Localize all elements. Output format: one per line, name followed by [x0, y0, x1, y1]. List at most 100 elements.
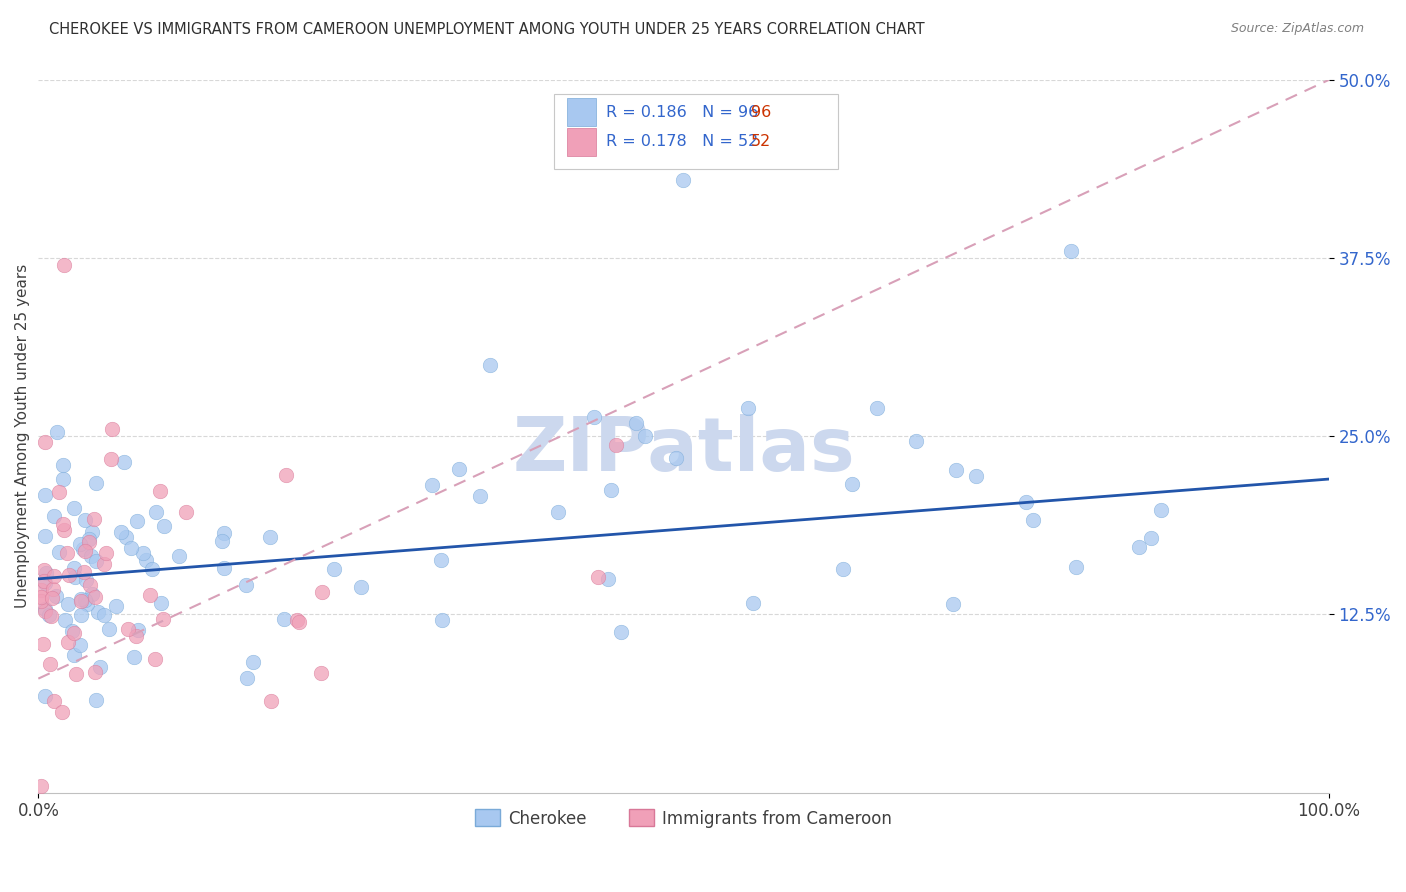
Point [634, 429, 657, 443]
FancyBboxPatch shape [554, 95, 838, 169]
Point [1059, 244, 1081, 258]
Text: R = 0.178   N = 52: R = 0.178 N = 52 [606, 135, 758, 150]
Point [62, 648, 84, 663]
Point [741, 596, 763, 610]
Point [93, 608, 115, 623]
Point [478, 358, 501, 372]
Point [32, 574, 55, 589]
Point [115, 530, 138, 544]
Point [945, 463, 967, 477]
Point [73, 593, 96, 607]
Point [42, 569, 65, 583]
Point [174, 505, 197, 519]
Point [51, 472, 73, 486]
Text: 96: 96 [751, 104, 770, 120]
Point [235, 578, 257, 592]
Point [288, 615, 311, 629]
Point [124, 629, 146, 643]
Point [51, 705, 73, 719]
Point [100, 451, 122, 466]
Point [127, 624, 149, 638]
Point [83, 511, 105, 525]
Point [39, 657, 62, 671]
Point [235, 671, 257, 685]
Point [69, 608, 91, 623]
Point [72, 566, 94, 580]
Point [605, 437, 627, 451]
Point [34, 689, 56, 703]
Point [84, 665, 107, 679]
Point [34, 604, 56, 618]
Point [447, 462, 470, 476]
Point [79, 578, 101, 592]
Point [624, 416, 647, 430]
Point [153, 518, 176, 533]
Point [56, 546, 79, 560]
Point [79, 535, 101, 549]
Point [1015, 494, 1038, 508]
Point [41, 591, 63, 606]
Point [89, 659, 111, 673]
Point [122, 650, 145, 665]
Text: Source: ZipAtlas.com: Source: ZipAtlas.com [1230, 22, 1364, 36]
Point [75, 544, 97, 558]
Point [70, 594, 93, 608]
Point [30, 779, 52, 793]
Point [1022, 513, 1045, 527]
Point [69, 537, 91, 551]
Point [42, 694, 65, 708]
Point [214, 561, 236, 575]
Point [737, 401, 759, 415]
Point [35, 566, 58, 580]
Point [242, 655, 264, 669]
Point [145, 505, 167, 519]
Point [39, 609, 62, 624]
Point [73, 512, 96, 526]
Point [583, 409, 606, 424]
Point [139, 588, 162, 602]
Point [80, 524, 103, 539]
Point [1150, 502, 1173, 516]
Point [120, 541, 142, 555]
Point [77, 532, 100, 546]
FancyBboxPatch shape [568, 128, 596, 156]
Point [52, 458, 75, 472]
Point [152, 612, 174, 626]
Point [150, 596, 173, 610]
Text: 52: 52 [751, 135, 770, 150]
Point [76, 598, 98, 612]
Point [53, 613, 76, 627]
Point [273, 612, 295, 626]
Point [143, 651, 166, 665]
Point [905, 434, 928, 448]
Point [32, 563, 55, 577]
Point [141, 562, 163, 576]
Point [93, 557, 115, 571]
Point [34, 488, 56, 502]
Point [52, 517, 75, 532]
Point [599, 483, 621, 497]
Point [211, 534, 233, 549]
Point [70, 591, 93, 606]
Point [276, 467, 298, 482]
Point [260, 693, 283, 707]
Point [841, 477, 863, 491]
Point [322, 561, 344, 575]
Point [58, 567, 80, 582]
Point [430, 613, 453, 627]
Point [311, 584, 333, 599]
Point [84, 692, 107, 706]
Point [65, 570, 87, 584]
Point [866, 401, 889, 415]
Point [94, 546, 117, 560]
Point [101, 422, 124, 436]
Point [285, 613, 308, 627]
FancyBboxPatch shape [568, 98, 596, 127]
Point [63, 560, 86, 574]
Point [34, 435, 56, 450]
Point [38, 607, 60, 622]
Point [167, 549, 190, 564]
Point [84, 475, 107, 490]
Point [309, 665, 332, 680]
Point [105, 599, 128, 614]
